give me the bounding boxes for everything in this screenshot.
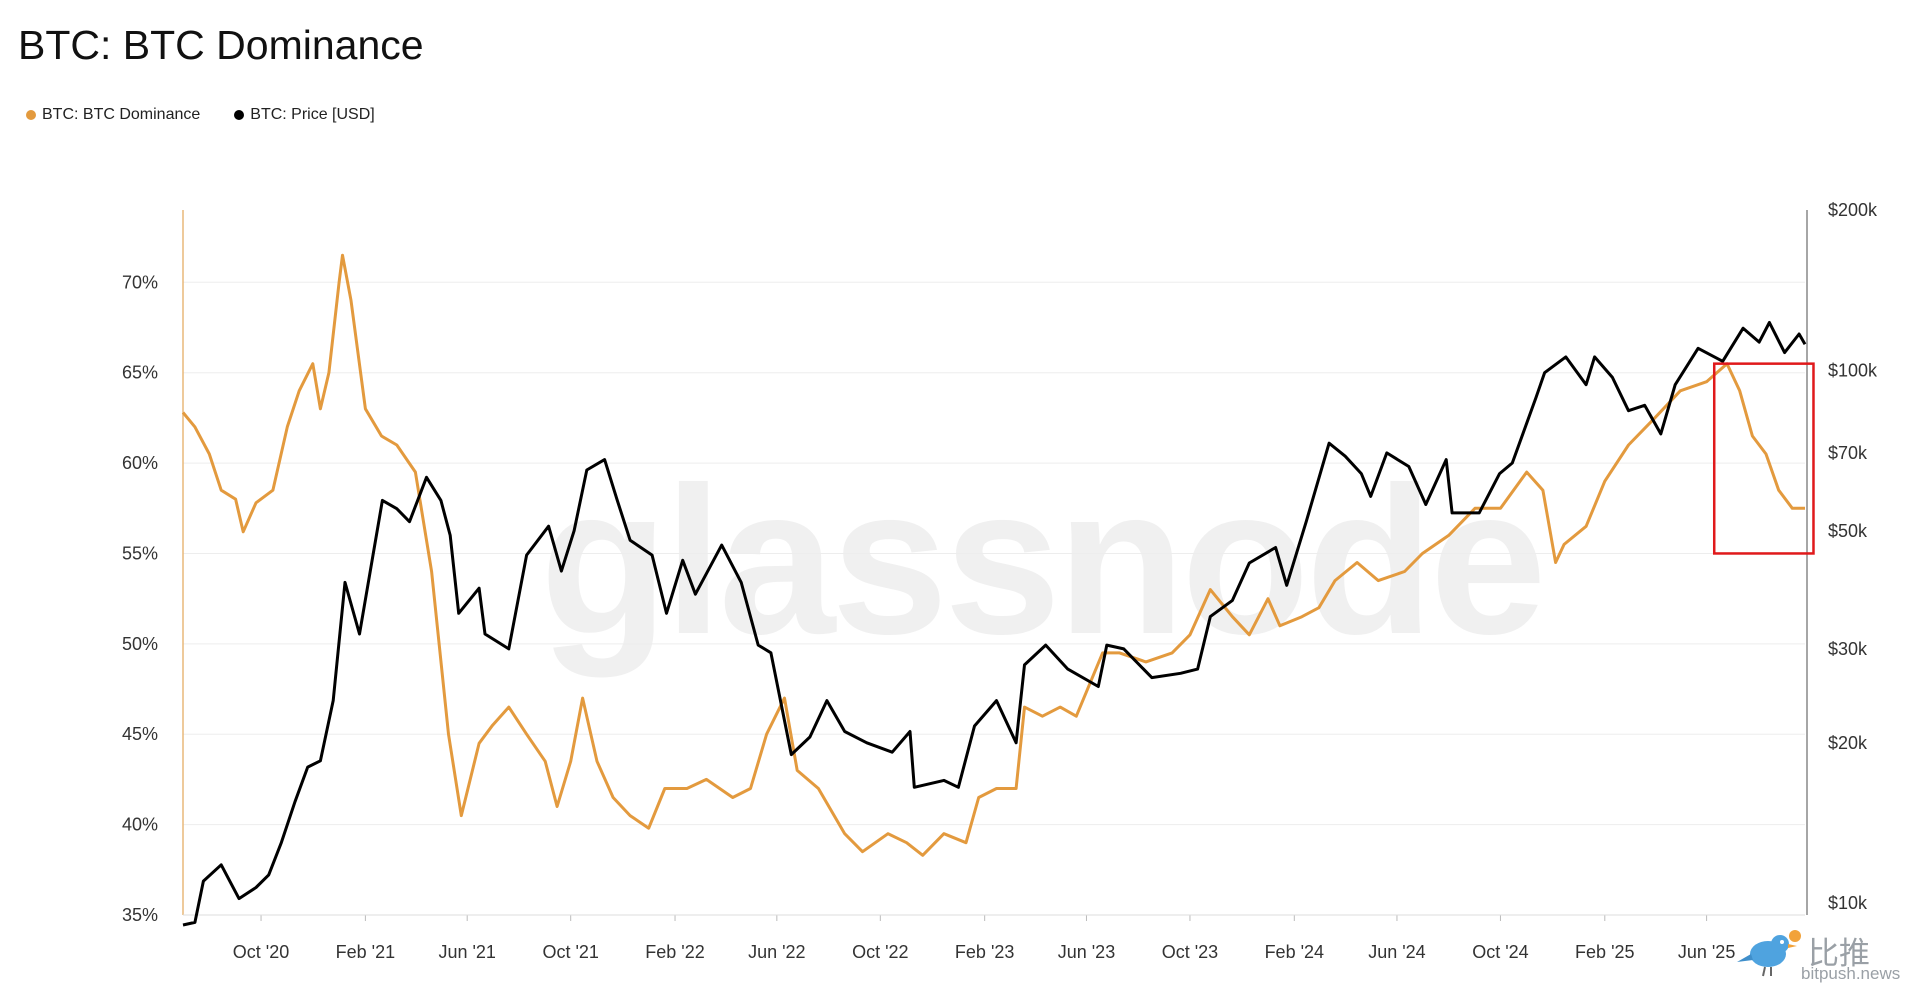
x-tick-label: Feb '24: [1265, 942, 1324, 962]
y-left-tick-label: 70%: [122, 272, 158, 292]
y-right-tick-label: $100k: [1828, 360, 1878, 380]
chart-legend: BTC: BTC Dominance BTC: Price [USD]: [26, 106, 375, 124]
x-tick-label: Jun '22: [748, 942, 805, 962]
y-left-tick-label: 40%: [122, 815, 158, 835]
price-line: [182, 321, 1807, 927]
y-left-tick-label: 55%: [122, 543, 158, 563]
brand-cn-text: 比推: [1808, 936, 1870, 972]
bird-logo-icon: [1737, 930, 1801, 977]
y-left-tick-label: 60%: [122, 453, 158, 473]
y-right-tick-label: $30k: [1828, 639, 1868, 659]
legend-swatch-price: [234, 110, 245, 120]
x-tick-label: Oct '23: [1162, 942, 1218, 962]
x-tick-label: Feb '23: [955, 942, 1014, 962]
legend-item-dominance[interactable]: BTC: BTC Dominance: [26, 106, 200, 124]
x-tick-label: Jun '23: [1058, 942, 1115, 962]
x-tick-label: Oct '24: [1472, 942, 1528, 962]
legend-swatch-dominance: [26, 110, 36, 120]
x-tick-label: Oct '20: [233, 942, 289, 962]
y-right-tick-label: $10k: [1828, 893, 1868, 913]
x-tick-label: Feb '25: [1575, 942, 1634, 962]
bitpush-brand: 比推 bitpush.news: [1735, 928, 1920, 988]
x-tick-label: Oct '22: [852, 942, 908, 962]
legend-label-price: BTC: Price [USD]: [250, 106, 375, 123]
chart-title: BTC: BTC Dominance: [18, 22, 424, 68]
legend-item-price[interactable]: BTC: Price [USD]: [234, 106, 375, 124]
x-tick-label: Jun '24: [1368, 942, 1425, 962]
y-left-tick-label: 65%: [122, 363, 158, 383]
x-tick-label: Jun '25: [1678, 942, 1735, 962]
y-right-tick-label: $70k: [1828, 443, 1868, 463]
y-right-tick-label: $200k: [1828, 200, 1878, 220]
dominance-line: [181, 253, 1805, 857]
x-tick-label: Feb '22: [645, 942, 704, 962]
x-tick-label: Oct '21: [542, 942, 598, 962]
y-left-tick-label: 50%: [122, 634, 158, 654]
y-right-tick-label: $20k: [1828, 733, 1868, 753]
legend-label-dominance: BTC: BTC Dominance: [42, 106, 201, 123]
x-tick-label: Feb '21: [336, 942, 395, 962]
y-left-tick-label: 45%: [122, 724, 158, 744]
brand-url-text: bitpush.news: [1801, 964, 1901, 983]
highlight-box: [1712, 362, 1815, 555]
y-right-tick-label: $50k: [1828, 521, 1868, 541]
y-left-tick-label: 35%: [122, 905, 158, 925]
x-tick-label: Jun '21: [438, 942, 495, 962]
